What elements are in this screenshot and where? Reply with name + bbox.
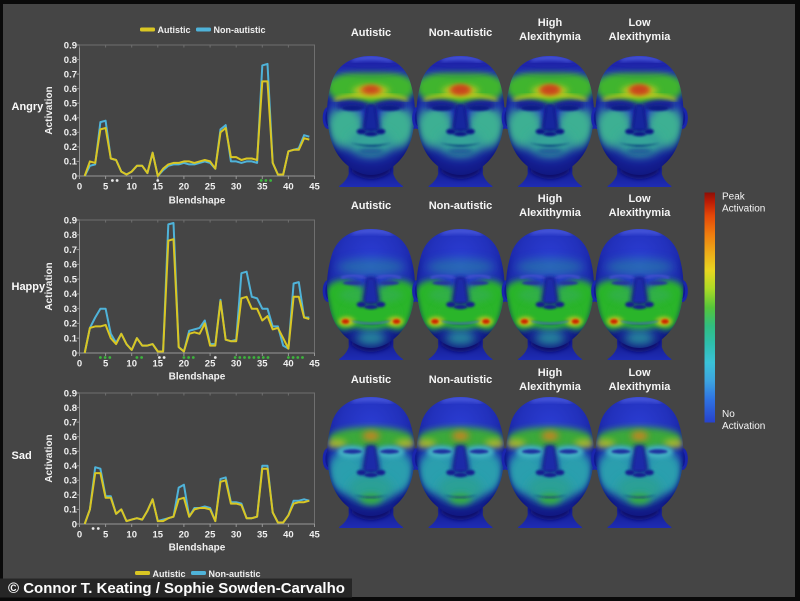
svg-text:0.5: 0.5 <box>64 447 78 458</box>
svg-text:No: No <box>722 409 735 420</box>
svg-text:0.7: 0.7 <box>64 245 77 256</box>
svg-text:30: 30 <box>231 182 242 193</box>
svg-text:Activation: Activation <box>722 204 765 215</box>
svg-text:Alexithymia: Alexithymia <box>519 31 582 43</box>
svg-text:0.3: 0.3 <box>64 128 77 139</box>
svg-text:Peak: Peak <box>722 192 746 203</box>
svg-text:0.7: 0.7 <box>64 69 77 80</box>
svg-text:20: 20 <box>179 359 190 370</box>
svg-text:Non-autistic: Non-autistic <box>429 374 493 386</box>
svg-text:0.4: 0.4 <box>64 113 78 124</box>
svg-text:30: 30 <box>231 359 242 370</box>
svg-text:25: 25 <box>205 182 216 193</box>
svg-text:Autistic: Autistic <box>153 569 186 579</box>
svg-text:25: 25 <box>205 530 216 541</box>
svg-text:© Connor T. Keating / Sophie S: © Connor T. Keating / Sophie Sowden-Carv… <box>8 580 345 597</box>
svg-text:Non-autistic: Non-autistic <box>209 569 261 579</box>
svg-text:0.4: 0.4 <box>64 461 78 472</box>
svg-text:0.7: 0.7 <box>64 417 77 428</box>
svg-text:45: 45 <box>309 359 320 370</box>
svg-text:0.9: 0.9 <box>64 388 77 399</box>
svg-text:0.3: 0.3 <box>64 476 77 487</box>
svg-text:0.4: 0.4 <box>64 289 78 300</box>
svg-text:0.6: 0.6 <box>64 432 77 443</box>
svg-text:Alexithymia: Alexithymia <box>609 381 672 393</box>
svg-text:Activation: Activation <box>44 86 55 134</box>
svg-text:0.1: 0.1 <box>64 505 78 516</box>
svg-text:Autistic: Autistic <box>351 200 391 212</box>
svg-text:Alexithymia: Alexithymia <box>519 381 582 393</box>
svg-text:35: 35 <box>257 182 268 193</box>
svg-text:0.9: 0.9 <box>64 40 77 51</box>
svg-text:0.2: 0.2 <box>64 142 77 153</box>
svg-text:20: 20 <box>179 530 190 541</box>
svg-text:Blendshape: Blendshape <box>169 196 226 207</box>
svg-text:0.8: 0.8 <box>64 55 77 66</box>
svg-text:0: 0 <box>72 519 77 530</box>
svg-text:0.2: 0.2 <box>64 319 77 330</box>
svg-text:0.6: 0.6 <box>64 84 77 95</box>
svg-text:25: 25 <box>205 359 216 370</box>
svg-text:High: High <box>538 17 563 29</box>
svg-text:10: 10 <box>126 530 137 541</box>
svg-text:15: 15 <box>153 530 164 541</box>
svg-text:Non-autistic: Non-autistic <box>429 27 493 39</box>
svg-text:Alexithymia: Alexithymia <box>519 207 582 219</box>
svg-text:Activation: Activation <box>44 434 55 482</box>
svg-text:35: 35 <box>257 359 268 370</box>
svg-text:20: 20 <box>179 182 190 193</box>
svg-text:High: High <box>538 367 563 379</box>
svg-text:Autistic: Autistic <box>158 25 191 35</box>
svg-text:0.6: 0.6 <box>64 260 77 271</box>
svg-text:0.2: 0.2 <box>64 490 77 501</box>
svg-text:Alexithymia: Alexithymia <box>609 207 672 219</box>
svg-text:5: 5 <box>103 182 109 193</box>
svg-text:Happy: Happy <box>12 281 47 293</box>
svg-text:Autistic: Autistic <box>351 27 391 39</box>
svg-text:10: 10 <box>126 182 137 193</box>
svg-text:Low: Low <box>629 367 651 379</box>
svg-text:15: 15 <box>153 182 164 193</box>
svg-text:Blendshape: Blendshape <box>169 543 226 554</box>
svg-text:High: High <box>538 193 563 205</box>
svg-text:Blendshape: Blendshape <box>169 372 226 383</box>
svg-text:0.5: 0.5 <box>64 99 78 110</box>
svg-text:5: 5 <box>103 359 109 370</box>
svg-text:Activation: Activation <box>722 421 765 432</box>
svg-text:40: 40 <box>283 182 294 193</box>
svg-text:5: 5 <box>103 530 109 541</box>
svg-text:0.1: 0.1 <box>64 157 78 168</box>
svg-text:15: 15 <box>153 359 164 370</box>
svg-text:0: 0 <box>77 530 82 541</box>
svg-text:Alexithymia: Alexithymia <box>609 31 672 43</box>
svg-text:40: 40 <box>283 530 294 541</box>
svg-text:0.5: 0.5 <box>64 274 78 285</box>
svg-text:30: 30 <box>231 530 242 541</box>
svg-text:0.8: 0.8 <box>64 403 77 414</box>
svg-text:Autistic: Autistic <box>351 374 391 386</box>
svg-text:35: 35 <box>257 530 268 541</box>
svg-text:0: 0 <box>77 359 82 370</box>
svg-text:45: 45 <box>309 182 320 193</box>
svg-text:Non-autistic: Non-autistic <box>429 200 493 212</box>
svg-text:Low: Low <box>629 17 651 29</box>
svg-text:45: 45 <box>309 530 320 541</box>
svg-text:40: 40 <box>283 359 294 370</box>
svg-text:0.8: 0.8 <box>64 230 77 241</box>
svg-text:0: 0 <box>72 348 77 359</box>
svg-text:Sad: Sad <box>12 450 32 462</box>
svg-text:0.3: 0.3 <box>64 304 77 315</box>
svg-text:Non-autistic: Non-autistic <box>214 25 266 35</box>
svg-text:0.1: 0.1 <box>64 334 78 345</box>
svg-text:0: 0 <box>77 182 82 193</box>
svg-text:Low: Low <box>629 193 651 205</box>
svg-text:10: 10 <box>126 359 137 370</box>
svg-text:Angry: Angry <box>12 101 45 113</box>
svg-text:0: 0 <box>72 171 77 182</box>
svg-text:0.9: 0.9 <box>64 215 77 226</box>
svg-text:Activation: Activation <box>44 262 55 310</box>
